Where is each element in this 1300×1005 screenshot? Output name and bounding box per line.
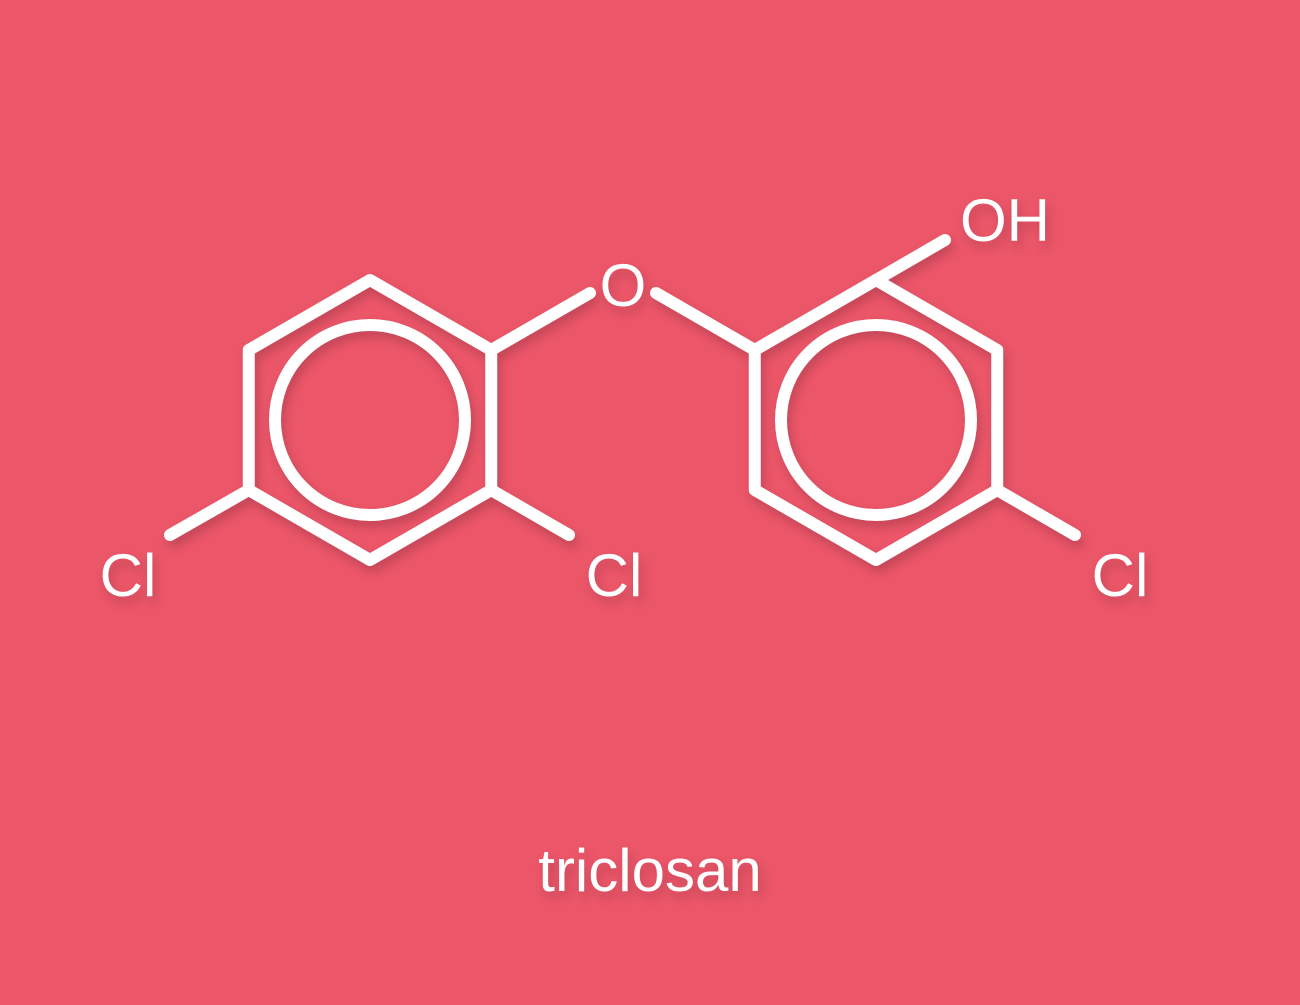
bond-4	[491, 490, 569, 535]
ring1-aromatic-circle	[275, 325, 465, 515]
atom-label-o-0: O	[600, 252, 647, 319]
atom-label-cl-4: Cl	[100, 542, 157, 609]
bond-5	[170, 490, 249, 535]
ring2-aromatic-circle	[781, 325, 971, 515]
atom-label-cl-3: Cl	[586, 542, 643, 609]
bond-0	[491, 293, 590, 350]
atom-label-cl-2: Cl	[1092, 542, 1149, 609]
bond-1	[656, 293, 755, 350]
bond-3	[997, 490, 1075, 535]
molecule-name: triclosan	[538, 837, 761, 904]
bond-2	[876, 240, 945, 280]
atom-label-oh-1: OH	[960, 187, 1050, 254]
